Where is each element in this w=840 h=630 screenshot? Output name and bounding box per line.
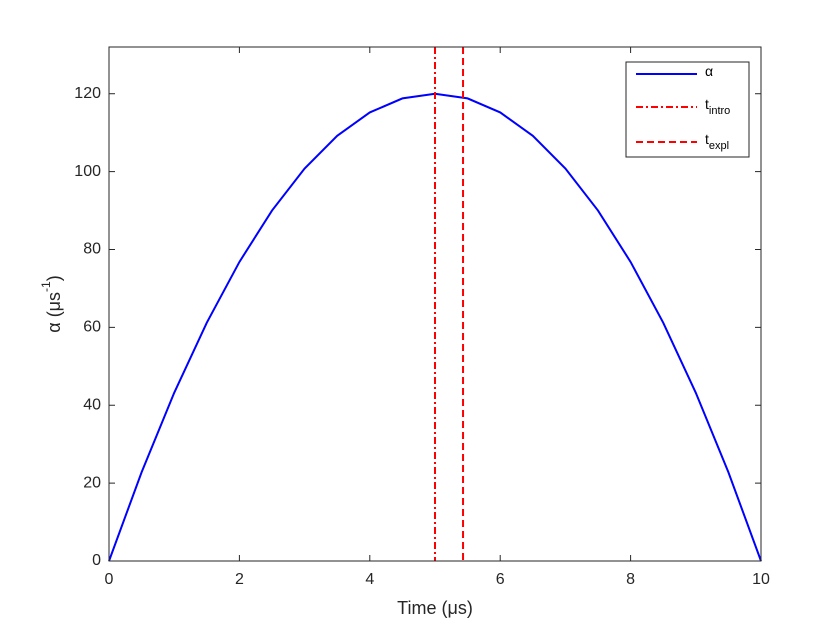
- legend-label: tintro: [705, 96, 730, 117]
- legend-name: t: [705, 96, 709, 112]
- x-tick-label: 4: [365, 571, 374, 588]
- x-tick-label: 10: [752, 571, 770, 588]
- legend-sub: intro: [709, 105, 730, 117]
- x-tick-label: 0: [105, 571, 114, 588]
- legend-name: α: [705, 63, 713, 79]
- x-tick-label: 2: [235, 571, 244, 588]
- axes-box: [108, 46, 762, 562]
- y-label-sup: -1: [39, 281, 53, 292]
- y-label-end: ): [44, 275, 64, 281]
- y-tick-label: 0: [92, 552, 101, 569]
- y-tick-label: 120: [74, 85, 101, 102]
- legend-label: α: [705, 63, 713, 79]
- y-tick-label: 80: [83, 241, 101, 258]
- legend-sub: expl: [709, 140, 729, 152]
- y-tick-label: 40: [83, 396, 101, 413]
- x-axis-label: Time (μs): [397, 598, 473, 618]
- x-tick-label: 6: [496, 571, 505, 588]
- legend-box: [625, 61, 750, 158]
- legend-name: t: [705, 131, 709, 147]
- x-tick-label: 8: [626, 571, 635, 588]
- y-label-main: α (μs: [44, 292, 64, 333]
- y-axis-label: α (μs-1): [39, 275, 64, 332]
- y-tick-label: 20: [83, 474, 101, 491]
- y-tick-label: 60: [83, 319, 101, 336]
- legend-label: texpl: [705, 131, 729, 152]
- y-tick-label: 100: [74, 163, 101, 180]
